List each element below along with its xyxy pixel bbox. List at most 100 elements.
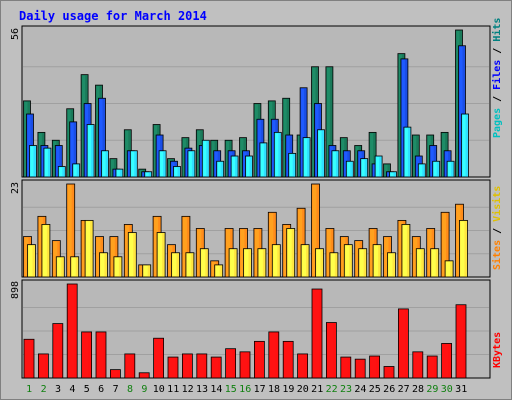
bar-highlight-hits-day-25 bbox=[370, 133, 374, 176]
bar-highlight-pages-day-28 bbox=[419, 164, 423, 176]
bar-highlight-files-day-8 bbox=[128, 151, 132, 176]
day-axis: 1 2 3 4 5 6 7 8 9 10 11 12 13 14 15 16 17 18 19 20 21 22 23 24 2… bbox=[26, 384, 467, 395]
day-label-21: 21 bbox=[311, 384, 323, 395]
day-label-12: 12 bbox=[182, 384, 194, 395]
bar-highlight-kbytes-day-23 bbox=[341, 358, 348, 377]
bar-highlight-files-day-16 bbox=[243, 151, 247, 176]
bar-highlight-sites-day-22 bbox=[330, 253, 335, 276]
day-label-4: 4 bbox=[69, 384, 75, 395]
bar-highlight-files-day-3 bbox=[56, 146, 60, 176]
bar-highlight-files-day-26 bbox=[387, 172, 391, 176]
bar-highlight-sites-day-16 bbox=[244, 249, 249, 276]
bar-highlight-sites-day-8 bbox=[129, 233, 134, 276]
bar-highlight-sites-day-3 bbox=[57, 257, 62, 276]
bar-highlight-sites-day-18 bbox=[273, 245, 278, 276]
bar-highlight-pages-day-27 bbox=[404, 128, 408, 176]
day-label-10: 10 bbox=[153, 384, 165, 395]
day-label-24: 24 bbox=[354, 384, 366, 395]
bar-highlight-kbytes-day-12 bbox=[183, 354, 190, 377]
bar-highlight-kbytes-day-21 bbox=[313, 290, 319, 377]
day-label-23: 23 bbox=[340, 384, 352, 395]
bar-highlight-hits-day-13 bbox=[197, 130, 201, 176]
day-label-19: 19 bbox=[282, 384, 294, 395]
bar-highlight-hits-day-29 bbox=[427, 136, 431, 176]
day-label-13: 13 bbox=[196, 384, 208, 395]
day-label-7: 7 bbox=[113, 384, 119, 395]
bar-highlight-visits-day-12 bbox=[182, 217, 187, 276]
bar-highlight-sites-day-12 bbox=[186, 253, 191, 276]
bar-highlight-sites-day-10 bbox=[158, 233, 163, 276]
bar-highlight-kbytes-day-10 bbox=[154, 339, 161, 377]
bar-highlight-kbytes-day-3 bbox=[53, 324, 60, 377]
bar-highlight-files-day-13 bbox=[200, 146, 204, 176]
bar-highlight-visits-day-23 bbox=[341, 237, 346, 276]
bar-highlight-pages-day-1 bbox=[30, 146, 34, 176]
bar-highlight-visits-day-1 bbox=[24, 237, 29, 276]
bar-highlight-visits-day-17 bbox=[254, 229, 259, 276]
bar-highlight-files-day-24 bbox=[358, 151, 362, 176]
bar-highlight-sites-day-15 bbox=[230, 249, 235, 276]
day-label-14: 14 bbox=[210, 384, 222, 395]
sites-axis-label: Sites bbox=[491, 240, 503, 270]
bar-highlight-visits-day-20 bbox=[298, 209, 303, 276]
bar-highlight-visits-day-21 bbox=[312, 185, 317, 276]
bar-highlight-sites-day-14 bbox=[215, 265, 220, 276]
bar-highlight-files-day-5 bbox=[85, 104, 89, 176]
bar-highlight-pages-day-11 bbox=[174, 167, 178, 176]
bar-highlight-files-day-10 bbox=[157, 136, 161, 176]
bar-highlight-hits-day-27 bbox=[398, 54, 402, 176]
bar-highlight-sites-day-13 bbox=[201, 249, 206, 276]
bar-highlight-kbytes-day-6 bbox=[97, 332, 103, 377]
bar-highlight-hits-day-5 bbox=[82, 75, 86, 176]
bar-highlight-hits-day-7 bbox=[110, 159, 114, 176]
bar-highlight-pages-day-29 bbox=[433, 162, 437, 176]
bar-highlight-sites-day-2 bbox=[42, 225, 47, 276]
bar-highlight-files-day-12 bbox=[185, 149, 189, 176]
bar-highlight-sites-day-6 bbox=[100, 253, 105, 276]
chart-title: Daily usage for March 2014 bbox=[19, 9, 207, 23]
bar-highlight-hits-day-28 bbox=[413, 136, 417, 176]
bar-highlight-visits-day-5 bbox=[82, 221, 87, 276]
bar-highlight-visits-day-9 bbox=[139, 265, 144, 276]
bar-highlight-visits-day-24 bbox=[355, 241, 360, 276]
day-label-15: 15 bbox=[225, 384, 237, 395]
bar-highlight-kbytes-day-7 bbox=[111, 370, 118, 377]
visits-axis-label: Visits bbox=[491, 186, 503, 222]
bar-highlight-pages-day-4 bbox=[73, 164, 77, 176]
day-label-16: 16 bbox=[239, 384, 251, 395]
bar-highlight-kbytes-day-18 bbox=[269, 332, 276, 377]
bar-highlight-sites-day-25 bbox=[374, 245, 379, 276]
bar-highlight-visits-day-16 bbox=[240, 229, 245, 276]
day-label-8: 8 bbox=[127, 384, 133, 395]
bar-highlight-pages-day-19 bbox=[289, 154, 293, 176]
bar-highlight-sites-day-19 bbox=[287, 229, 292, 276]
bar-highlight-files-day-11 bbox=[171, 162, 175, 176]
bar-highlight-files-day-2 bbox=[41, 146, 45, 176]
bar-highlight-pages-day-25 bbox=[376, 157, 380, 176]
bar-highlight-pages-day-3 bbox=[59, 167, 63, 176]
bar-highlight-visits-day-2 bbox=[38, 217, 43, 276]
bar-highlight-kbytes-day-4 bbox=[68, 285, 75, 377]
bar-highlight-hits-day-11 bbox=[168, 159, 172, 176]
bar-highlight-pages-day-17 bbox=[260, 143, 264, 176]
bar-highlight-files-day-29 bbox=[430, 146, 434, 176]
bar-highlight-kbytes-day-31 bbox=[457, 305, 463, 377]
bar-highlight-hits-day-19 bbox=[283, 99, 287, 176]
day-label-20: 20 bbox=[297, 384, 309, 395]
bar-highlight-sites-day-11 bbox=[172, 253, 177, 276]
bar-highlight-sites-day-27 bbox=[402, 225, 407, 276]
bar-highlight-visits-day-18 bbox=[269, 213, 274, 276]
bar-highlight-visits-day-4 bbox=[67, 185, 72, 276]
day-label-3: 3 bbox=[55, 384, 61, 395]
bar-highlight-pages-day-23 bbox=[347, 162, 351, 176]
bar-highlight-sites-day-28 bbox=[417, 249, 422, 276]
files-axis-label: Files bbox=[491, 60, 503, 90]
bar-highlight-sites-day-26 bbox=[388, 253, 393, 276]
bar-highlight-pages-day-13 bbox=[203, 141, 207, 176]
day-label-31: 31 bbox=[455, 384, 467, 395]
bar-highlight-visits-day-31 bbox=[456, 205, 461, 276]
bar-highlight-kbytes-day-28 bbox=[413, 352, 420, 377]
bar-highlight-hits-day-17 bbox=[254, 104, 258, 176]
bar-highlight-visits-day-28 bbox=[413, 237, 418, 276]
bar-highlight-files-day-20 bbox=[301, 88, 305, 176]
